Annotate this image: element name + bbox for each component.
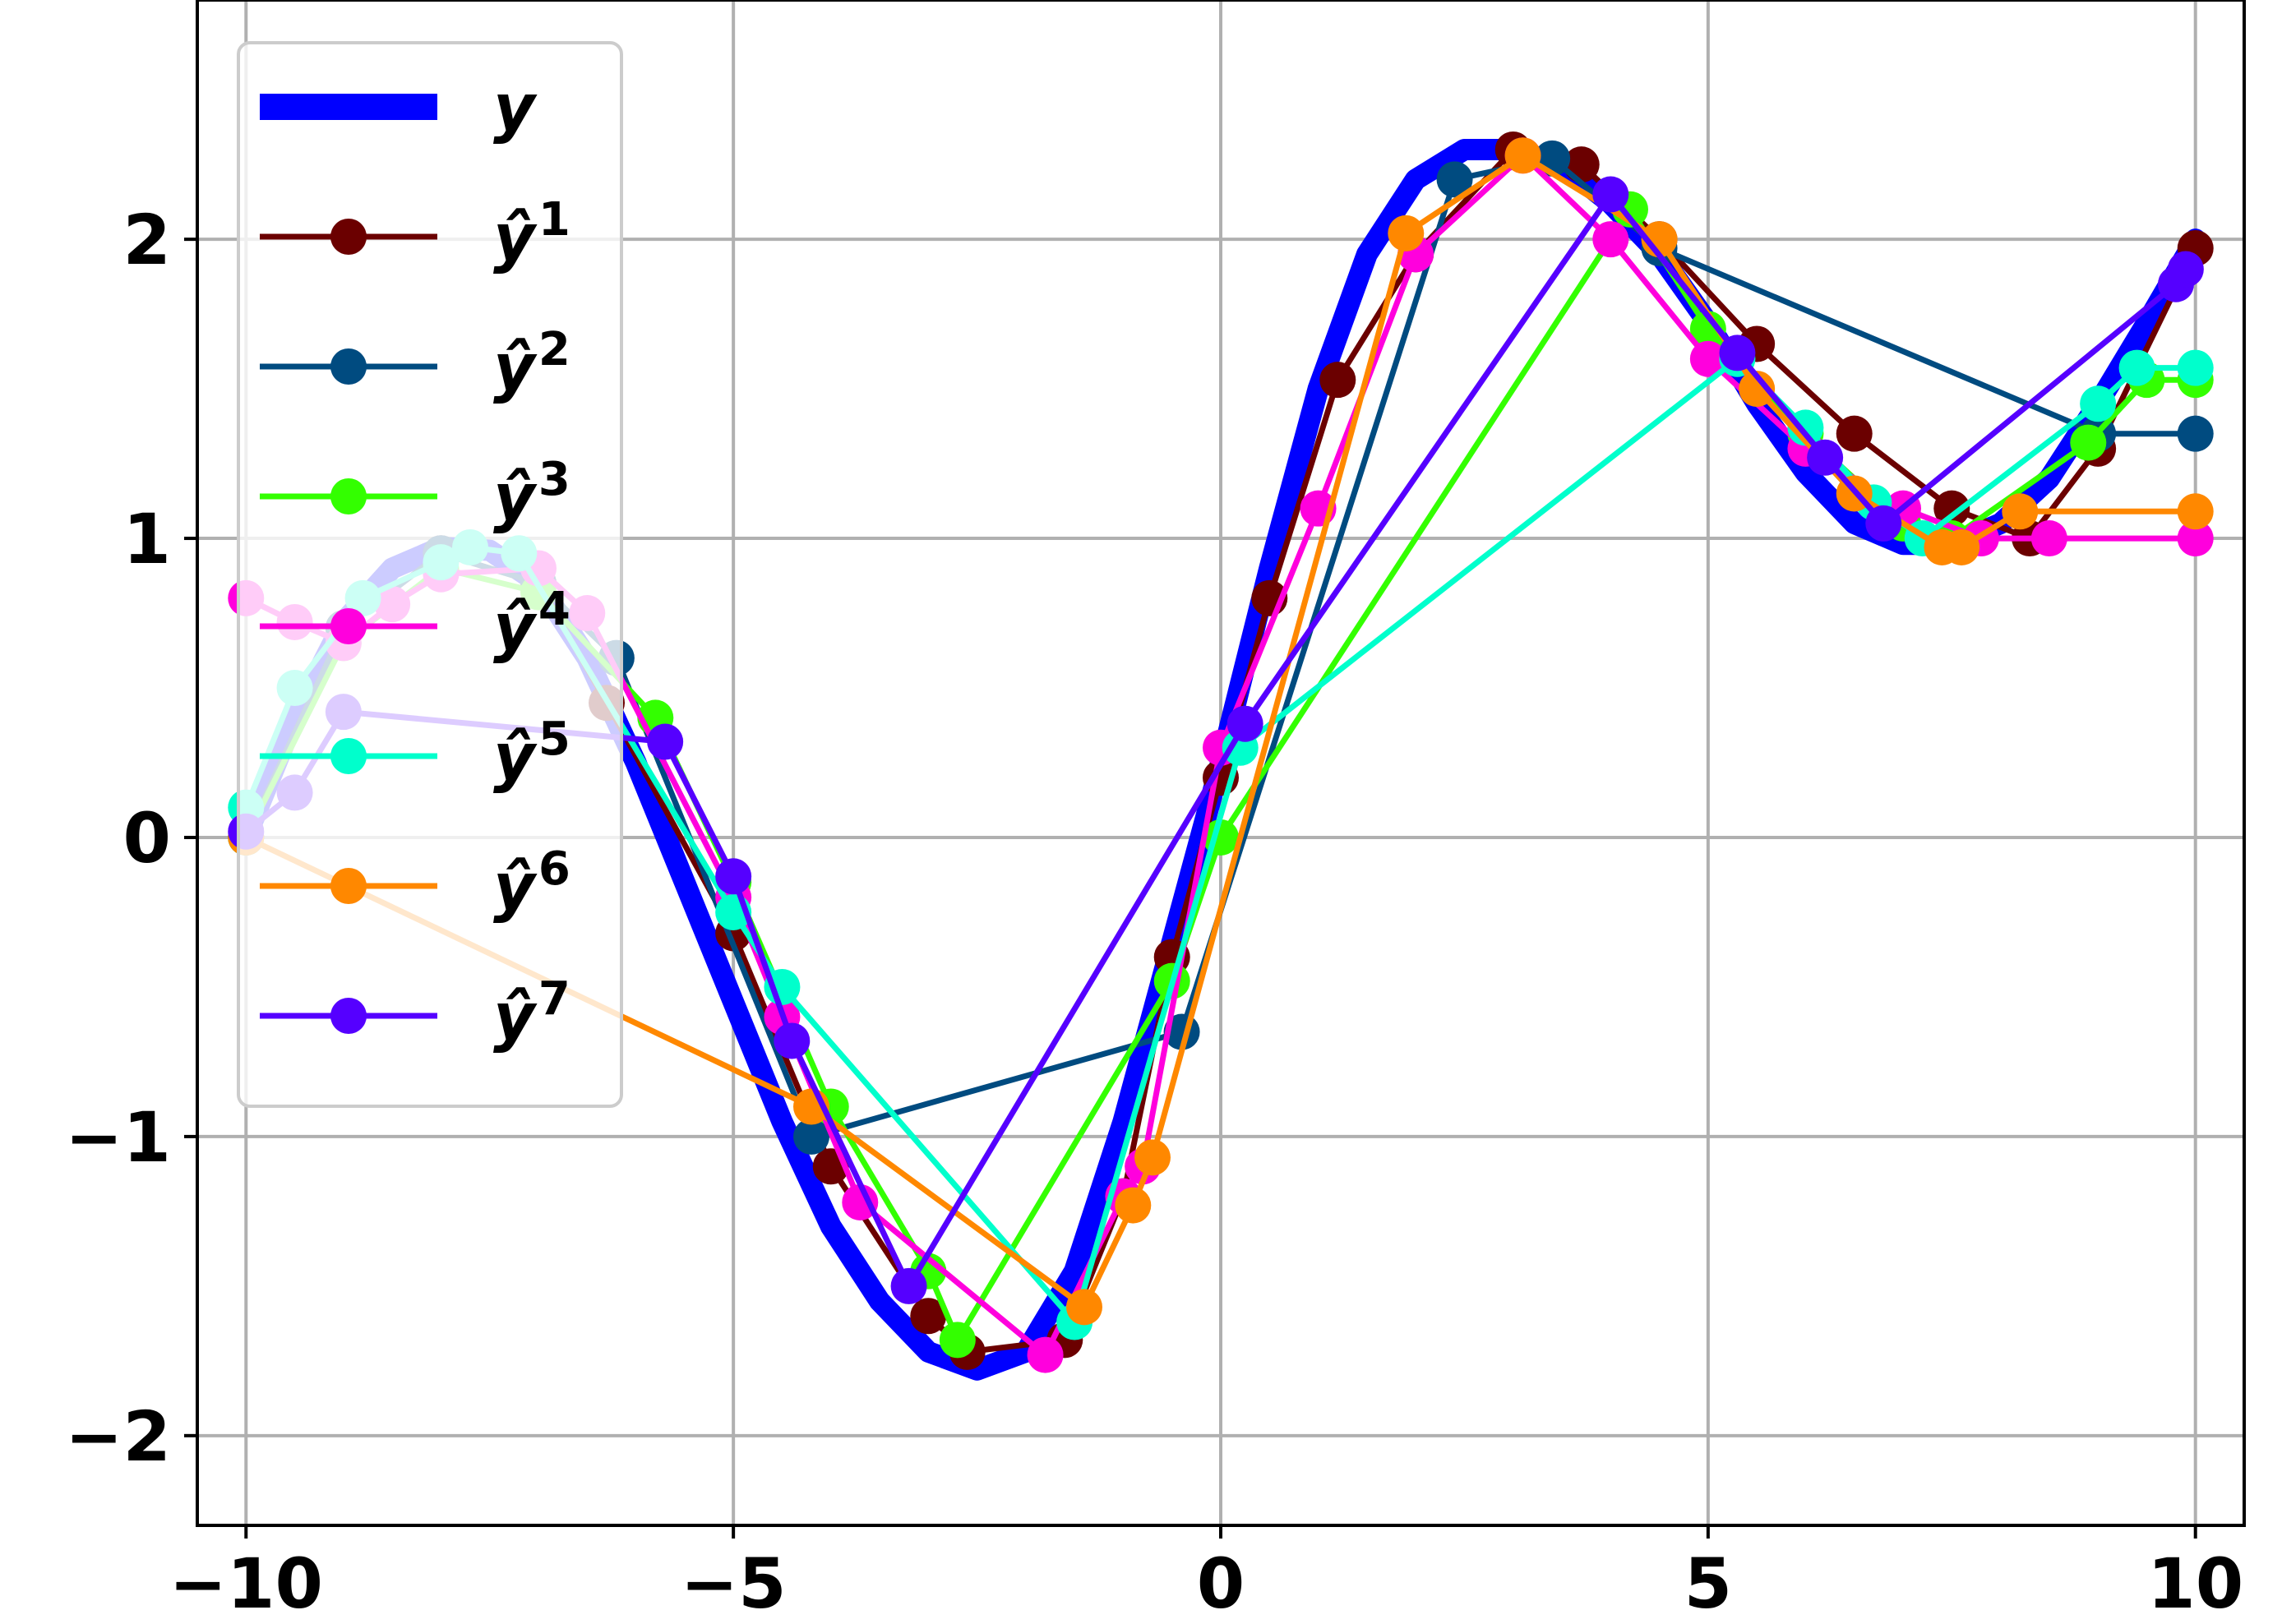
legend-item: ŷ1 bbox=[260, 193, 570, 275]
data-point bbox=[774, 1022, 811, 1059]
data-point bbox=[1504, 137, 1541, 174]
y-tick-label: 0 bbox=[123, 798, 171, 879]
data-point bbox=[939, 1322, 976, 1359]
y-tick-label: 2 bbox=[123, 200, 171, 280]
data-point bbox=[1027, 1336, 1064, 1373]
data-point bbox=[1787, 409, 1824, 446]
data-point bbox=[1388, 215, 1425, 251]
data-point bbox=[1592, 221, 1629, 258]
data-point bbox=[1066, 1289, 1102, 1326]
data-point bbox=[1592, 176, 1629, 213]
data-point bbox=[842, 1183, 879, 1220]
data-point bbox=[2167, 251, 2204, 288]
legend-label: ŷ7 bbox=[493, 972, 570, 1054]
legend-item: ŷ7 bbox=[260, 972, 570, 1054]
data-point bbox=[1115, 1187, 1152, 1224]
data-point bbox=[2002, 493, 2039, 530]
data-point bbox=[1436, 161, 1473, 198]
legend-item: ŷ5 bbox=[260, 713, 570, 795]
legend-box bbox=[237, 41, 623, 1108]
x-tick-label: 5 bbox=[1684, 1543, 1732, 1624]
legend-item: y bbox=[260, 72, 538, 145]
x-tick-label: 10 bbox=[2147, 1543, 2243, 1624]
x-tick-label: −5 bbox=[681, 1543, 787, 1624]
data-point bbox=[910, 1298, 947, 1335]
legend-item: ŷ3 bbox=[260, 453, 570, 535]
data-point bbox=[1836, 415, 1873, 452]
data-point bbox=[890, 1267, 927, 1304]
data-point bbox=[2177, 520, 2214, 557]
y-tick-label: −2 bbox=[65, 1396, 171, 1477]
data-point bbox=[2177, 415, 2214, 452]
data-point bbox=[715, 858, 752, 895]
legend-marker bbox=[330, 738, 367, 774]
legend-label: ŷ6 bbox=[493, 842, 570, 925]
legend-marker bbox=[330, 478, 367, 514]
legend-label: ŷ1 bbox=[493, 193, 570, 275]
series-yhat-6 bbox=[228, 137, 2214, 1326]
data-point bbox=[1319, 362, 1356, 399]
legend-label: ŷ5 bbox=[493, 713, 570, 795]
legend-label: ŷ2 bbox=[493, 323, 570, 405]
data-point bbox=[1933, 490, 1970, 527]
data-point bbox=[1689, 311, 1726, 348]
data-point bbox=[1943, 528, 1980, 565]
data-point bbox=[1865, 505, 1902, 542]
legend-label: ŷ3 bbox=[493, 453, 570, 535]
data-point bbox=[793, 1118, 829, 1155]
legend-marker bbox=[330, 868, 367, 904]
x-tick-label: −10 bbox=[169, 1543, 323, 1624]
legend: y ŷ1 ŷ2 ŷ3 ŷ4 ŷ5 ŷ6 ŷ7 bbox=[237, 41, 623, 1108]
legend-item: ŷ4 bbox=[260, 583, 570, 665]
y-tick-label: −1 bbox=[65, 1097, 171, 1178]
legend-marker bbox=[330, 219, 367, 255]
legend-marker bbox=[330, 998, 367, 1034]
data-point bbox=[1807, 439, 1844, 476]
data-point bbox=[2030, 520, 2067, 557]
data-point bbox=[2118, 349, 2155, 386]
legend-label: y bbox=[493, 72, 538, 145]
data-point bbox=[1689, 340, 1726, 377]
data-point bbox=[1134, 1139, 1171, 1176]
legend-item: ŷ6 bbox=[260, 842, 570, 925]
data-point bbox=[2177, 349, 2214, 386]
data-point bbox=[1719, 334, 1756, 371]
data-point bbox=[647, 723, 684, 760]
legend-label: ŷ4 bbox=[493, 583, 570, 665]
data-point bbox=[2080, 385, 2117, 422]
data-point bbox=[2177, 493, 2214, 530]
data-point bbox=[1226, 705, 1263, 742]
data-point bbox=[2070, 424, 2107, 461]
legend-item: ŷ2 bbox=[260, 323, 570, 405]
y-tick-label: 1 bbox=[123, 499, 171, 579]
legend-marker bbox=[330, 608, 367, 644]
data-point bbox=[1739, 371, 1776, 408]
x-tick-label: 0 bbox=[1197, 1543, 1245, 1624]
legend-marker bbox=[330, 348, 367, 385]
